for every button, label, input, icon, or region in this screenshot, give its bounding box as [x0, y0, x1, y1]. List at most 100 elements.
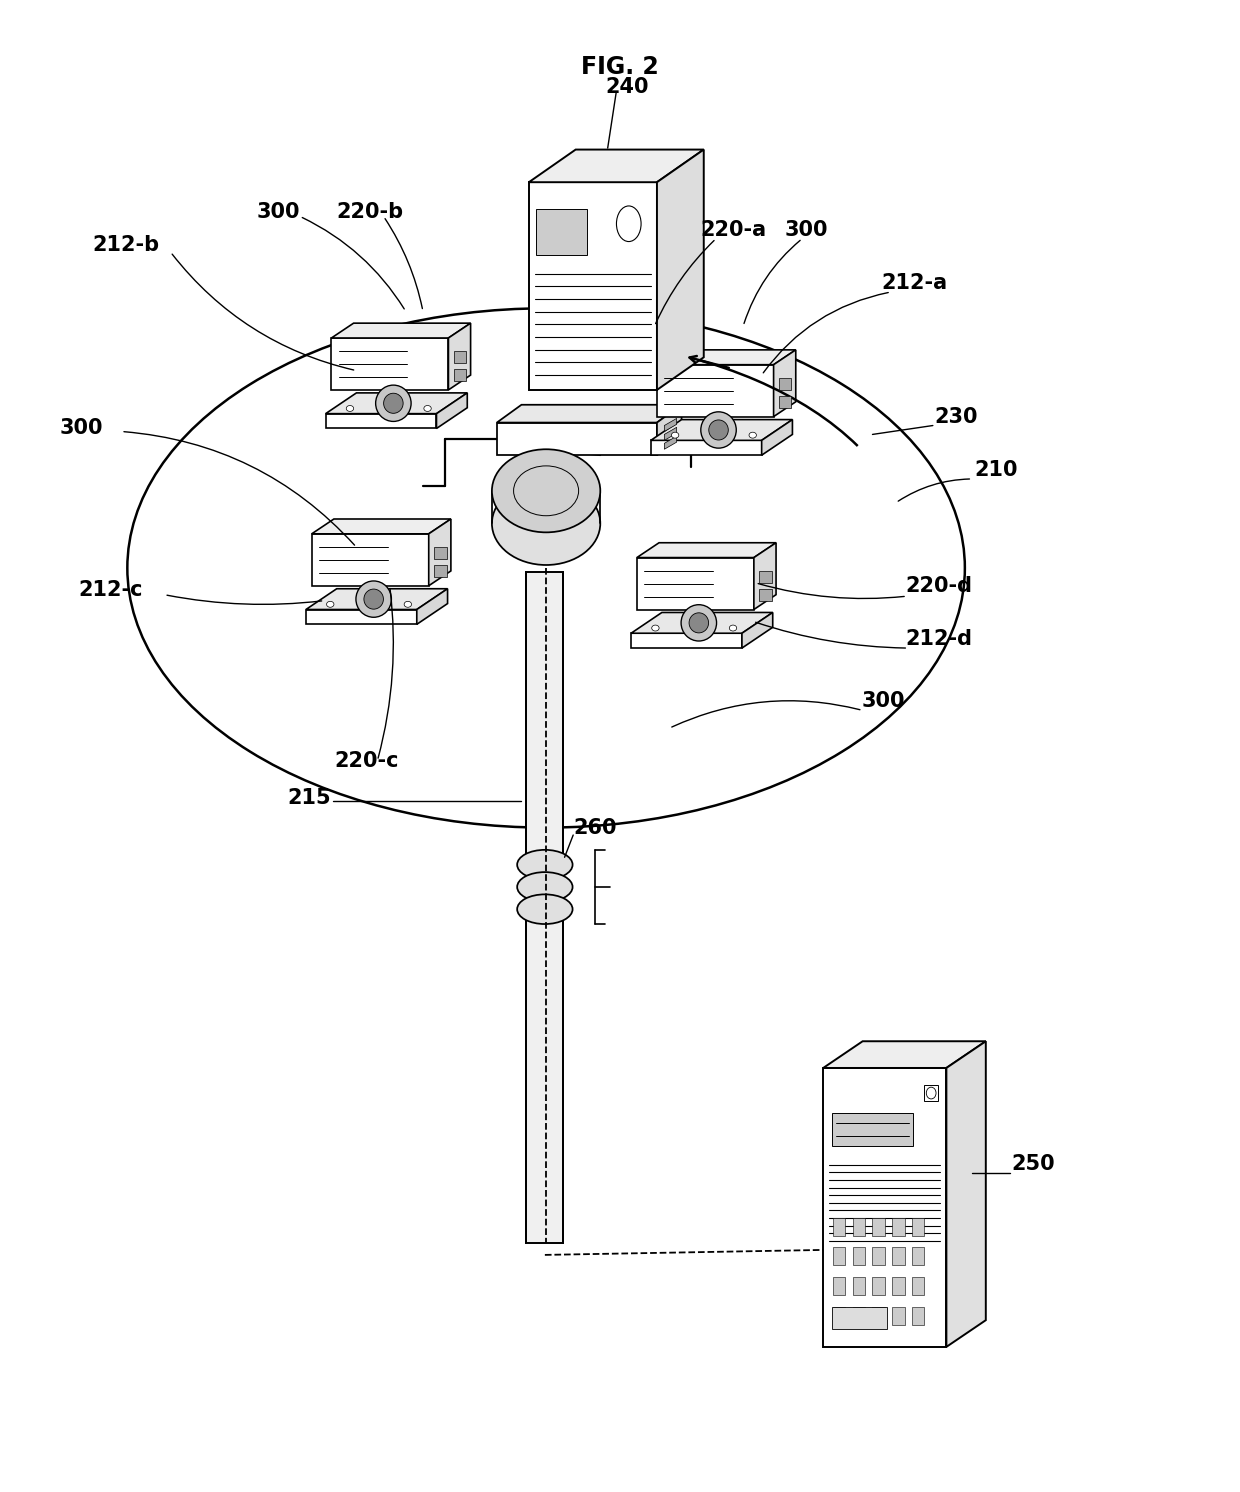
- Polygon shape: [326, 392, 467, 413]
- Polygon shape: [311, 519, 451, 534]
- Ellipse shape: [128, 309, 965, 828]
- Polygon shape: [631, 633, 742, 648]
- Text: 300: 300: [862, 691, 905, 712]
- Polygon shape: [853, 1307, 866, 1325]
- Polygon shape: [637, 543, 776, 558]
- Text: 230: 230: [934, 407, 977, 427]
- Polygon shape: [911, 1277, 924, 1295]
- Ellipse shape: [492, 482, 600, 565]
- Polygon shape: [436, 392, 467, 428]
- Polygon shape: [306, 610, 417, 624]
- Polygon shape: [417, 589, 448, 624]
- Polygon shape: [454, 369, 466, 380]
- Ellipse shape: [709, 419, 728, 440]
- Polygon shape: [911, 1217, 924, 1235]
- Text: 300: 300: [257, 201, 300, 222]
- Ellipse shape: [383, 394, 403, 413]
- Polygon shape: [536, 209, 588, 255]
- Text: 212-b: 212-b: [93, 234, 160, 255]
- Text: 220-b: 220-b: [337, 201, 404, 222]
- Polygon shape: [873, 1307, 885, 1325]
- Polygon shape: [946, 1041, 986, 1347]
- Polygon shape: [326, 413, 436, 428]
- Polygon shape: [631, 613, 773, 633]
- Text: 250: 250: [1012, 1155, 1055, 1174]
- Polygon shape: [911, 1247, 924, 1265]
- Ellipse shape: [926, 1088, 936, 1100]
- Text: FIG. 2: FIG. 2: [582, 55, 658, 79]
- Polygon shape: [759, 589, 771, 601]
- Polygon shape: [311, 534, 429, 586]
- Polygon shape: [527, 573, 563, 1243]
- Polygon shape: [853, 1277, 866, 1295]
- Polygon shape: [779, 395, 791, 407]
- Ellipse shape: [517, 894, 573, 924]
- Ellipse shape: [749, 433, 756, 439]
- Polygon shape: [832, 1307, 888, 1329]
- Polygon shape: [454, 351, 466, 363]
- Text: 215: 215: [288, 788, 331, 809]
- Polygon shape: [528, 149, 704, 182]
- Polygon shape: [774, 349, 796, 416]
- Polygon shape: [853, 1217, 866, 1235]
- Text: 240: 240: [605, 78, 649, 97]
- Polygon shape: [651, 440, 761, 455]
- Polygon shape: [833, 1307, 846, 1325]
- Polygon shape: [893, 1307, 904, 1325]
- Polygon shape: [873, 1277, 885, 1295]
- Polygon shape: [528, 182, 657, 389]
- Polygon shape: [833, 1247, 846, 1265]
- Polygon shape: [637, 558, 754, 610]
- Polygon shape: [657, 149, 704, 389]
- Ellipse shape: [517, 873, 573, 901]
- Ellipse shape: [616, 206, 641, 242]
- Polygon shape: [497, 404, 682, 422]
- Polygon shape: [754, 543, 776, 610]
- Text: 210: 210: [975, 460, 1018, 480]
- Ellipse shape: [517, 850, 573, 879]
- Polygon shape: [893, 1247, 904, 1265]
- Polygon shape: [893, 1217, 904, 1235]
- Text: 300: 300: [785, 219, 828, 240]
- Polygon shape: [657, 404, 682, 455]
- Polygon shape: [434, 565, 446, 577]
- Ellipse shape: [671, 433, 678, 439]
- Ellipse shape: [346, 406, 353, 412]
- Text: 212-a: 212-a: [882, 273, 947, 292]
- Polygon shape: [911, 1307, 924, 1325]
- Ellipse shape: [492, 449, 600, 533]
- Polygon shape: [761, 419, 792, 455]
- Polygon shape: [497, 422, 657, 455]
- Polygon shape: [434, 548, 446, 560]
- Polygon shape: [331, 339, 449, 389]
- Ellipse shape: [363, 589, 383, 609]
- Polygon shape: [823, 1041, 986, 1068]
- Polygon shape: [832, 1113, 913, 1146]
- Polygon shape: [893, 1277, 904, 1295]
- Ellipse shape: [681, 604, 717, 642]
- Polygon shape: [665, 436, 677, 449]
- Polygon shape: [665, 427, 677, 440]
- Text: 220-a: 220-a: [701, 219, 766, 240]
- Polygon shape: [759, 571, 771, 583]
- Polygon shape: [429, 519, 451, 586]
- Polygon shape: [651, 419, 792, 440]
- Ellipse shape: [424, 406, 432, 412]
- Polygon shape: [665, 418, 677, 431]
- Polygon shape: [657, 364, 774, 416]
- Polygon shape: [853, 1247, 866, 1265]
- Text: 212-c: 212-c: [78, 580, 143, 600]
- Polygon shape: [873, 1217, 885, 1235]
- Ellipse shape: [652, 625, 660, 631]
- Text: 220-c: 220-c: [335, 750, 399, 771]
- Ellipse shape: [729, 625, 737, 631]
- Polygon shape: [306, 589, 448, 610]
- Ellipse shape: [356, 580, 392, 618]
- Polygon shape: [779, 377, 791, 389]
- Text: 300: 300: [60, 418, 103, 439]
- Ellipse shape: [689, 613, 708, 633]
- Polygon shape: [823, 1068, 946, 1347]
- Ellipse shape: [701, 412, 737, 448]
- Polygon shape: [833, 1217, 846, 1235]
- Polygon shape: [449, 324, 471, 389]
